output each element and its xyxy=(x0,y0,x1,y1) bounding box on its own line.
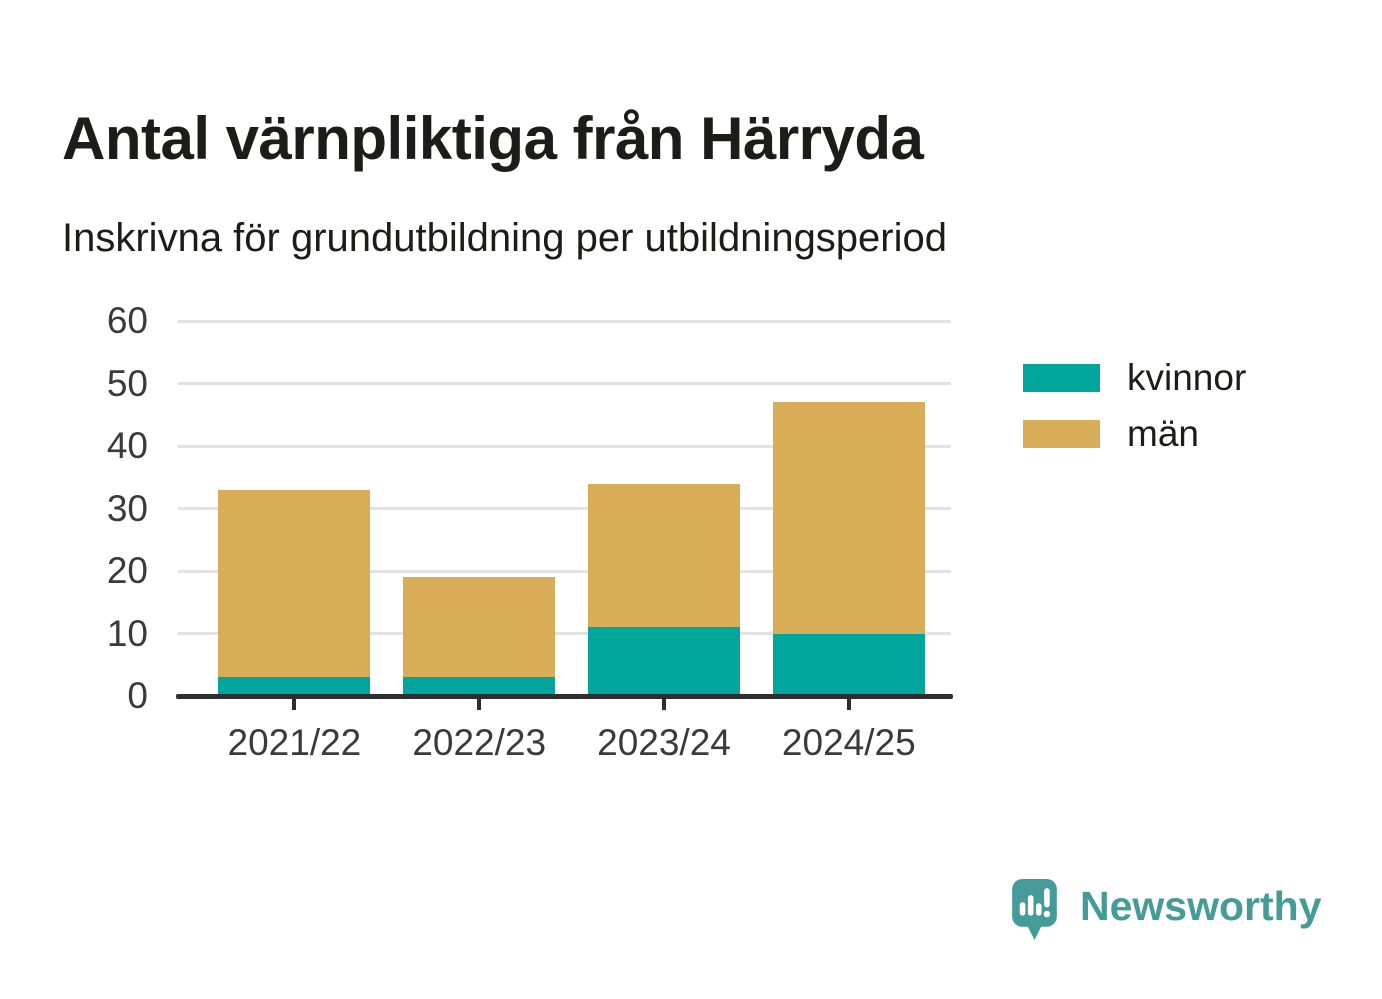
branding-wordmark: Newsworthy xyxy=(1080,883,1322,929)
y-axis-tick-label: 40 xyxy=(106,425,148,466)
y-axis-tick-label: 60 xyxy=(106,300,148,341)
x-axis-tick-mark xyxy=(477,699,482,710)
x-axis-tick-label: 2023/24 xyxy=(597,722,731,763)
gridline-30 xyxy=(178,507,951,510)
legend-item-män: män xyxy=(1023,413,1199,454)
gridline-40 xyxy=(178,444,951,448)
y-axis-tick-label: 20 xyxy=(106,550,148,591)
y-axis-tick-label: 50 xyxy=(106,362,148,404)
y-axis-tick-label: 0 xyxy=(127,675,148,716)
bar-segment-män-2024/25 xyxy=(772,402,925,634)
x-axis-tick-mark xyxy=(662,699,666,710)
newsworthy-logo-icon xyxy=(1012,879,1057,940)
x-axis-line xyxy=(176,694,953,699)
chart-title: Antal värnpliktiga från Härryda xyxy=(62,105,924,173)
bar-segment-män-2021/22 xyxy=(218,489,371,678)
chart-subtitle: Inskrivna för grundutbildning per utbild… xyxy=(62,216,947,260)
x-axis-tick-mark xyxy=(846,699,851,710)
branding: Newsworthy xyxy=(1012,879,1322,942)
gridline-20 xyxy=(178,569,951,573)
bar-segment-kvinnor-2023/24 xyxy=(588,627,740,696)
gridline-10 xyxy=(178,632,951,635)
legend-label-män: män xyxy=(1127,413,1199,454)
gridline-60 xyxy=(178,319,951,323)
x-axis-tick-label: 2022/23 xyxy=(412,722,547,763)
bar-segment-kvinnor-2022/23 xyxy=(403,677,556,696)
bar-segment-män-2023/24 xyxy=(588,483,740,628)
bar-segment-män-2022/23 xyxy=(403,577,556,678)
y-axis-tick-label: 30 xyxy=(106,487,148,529)
x-axis-tick-mark xyxy=(292,699,297,710)
legend-swatch-kvinnor xyxy=(1023,364,1100,392)
x-axis-tick-label: 2021/22 xyxy=(227,722,362,763)
x-axis-tick-label: 2024/25 xyxy=(781,722,916,763)
gridline-50 xyxy=(178,382,951,385)
legend-swatch-män xyxy=(1023,420,1100,448)
legend-item-kvinnor: kvinnor xyxy=(1023,357,1246,398)
y-axis-tick-label: 10 xyxy=(106,612,148,654)
legend-label-kvinnor: kvinnor xyxy=(1127,357,1247,398)
bar-segment-kvinnor-2024/25 xyxy=(772,633,925,696)
bar-segment-kvinnor-2021/22 xyxy=(218,677,371,696)
